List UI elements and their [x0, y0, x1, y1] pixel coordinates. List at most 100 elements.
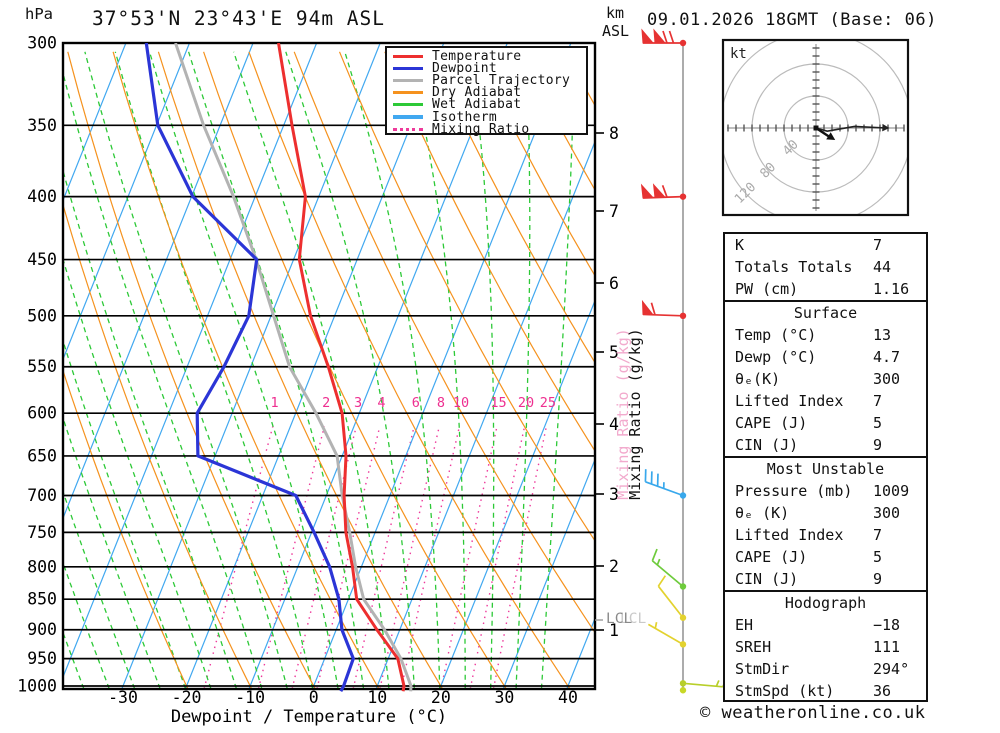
hodograph-ring-label: 40 — [780, 137, 802, 159]
legend-line-sample-dewpoint — [393, 66, 423, 70]
svg-text:5: 5 — [609, 343, 619, 362]
legend-item: Mixing Ratio — [393, 121, 586, 137]
stats-panel-surface: Surface Temp (°C) 13 Dewp (°C) 4.7 θₑ(K) 300 L… — [723, 300, 928, 458]
stat-value: 9 — [873, 570, 883, 588]
mixing-ratio-value-labels: 1 2 3 4 6 8 10 15 20 25 — [271, 395, 556, 411]
asl-axis-label: ASL — [602, 22, 630, 40]
stat-label: Temp (°C) — [735, 326, 817, 344]
temp-axis-title-g: Dewpoint / Temperature (°C) — [171, 707, 447, 727]
stats-panel-indices: K 7 Totals Totals 44 PW (cm) 1.16 — [723, 232, 928, 302]
stat-label: CAPE (J) — [735, 548, 808, 566]
stat-label: θₑ (K) — [735, 504, 790, 522]
legend-item: Dewpoint — [393, 60, 586, 77]
stat-row: EH −18 — [725, 614, 926, 636]
stat-value: −18 — [873, 616, 901, 634]
svg-text:7: 7 — [609, 202, 619, 221]
stat-label: Lifted Index — [735, 392, 844, 410]
svg-text:700: 700 — [27, 486, 57, 505]
mixing-ratio-axis-label: Mixing Ratio (g/kg) — [626, 328, 644, 500]
svg-text:6: 6 — [412, 395, 420, 411]
panel-title: Hodograph — [784, 594, 867, 612]
svg-text:20: 20 — [431, 688, 451, 707]
stat-value: 44 — [873, 258, 892, 276]
hodograph-unit-label: kt — [730, 46, 747, 62]
legend-line-sample-mixing-ratio — [393, 127, 423, 131]
wind-barb — [647, 621, 687, 648]
svg-text:3: 3 — [609, 485, 619, 504]
stat-row: StmDir 294° — [725, 658, 926, 680]
stats-panel-most-unstable: Most Unstable Pressure (mb) 1009 θₑ (K) 300… — [723, 456, 928, 592]
temperature-curve — [277, 43, 406, 692]
stat-row: Lifted Index 7 — [725, 524, 926, 546]
svg-text:4: 4 — [377, 395, 385, 411]
stat-value: 300 — [873, 504, 901, 522]
svg-text:900: 900 — [27, 620, 57, 639]
wind-barb — [679, 687, 687, 694]
stat-label: θₑ(K) — [735, 370, 781, 388]
stat-row: Totals Totals 44 — [725, 256, 926, 278]
stat-label: EH — [735, 616, 754, 634]
stat-row: Lifted Index 7 — [725, 390, 926, 412]
hodograph-frame — [721, 38, 910, 217]
legend-item: Temperature — [393, 48, 586, 64]
station-title: 37°53'N 23°43'E 94m ASL — [92, 7, 386, 30]
svg-text:550: 550 — [27, 357, 57, 376]
svg-text:1: 1 — [271, 395, 279, 411]
wind-barb — [641, 299, 687, 320]
dewpoint-curve — [144, 43, 355, 693]
svg-text:2: 2 — [322, 395, 330, 411]
wind-barb — [641, 28, 687, 47]
lcl-marker: LCL — [606, 611, 633, 627]
svg-text:750: 750 — [27, 523, 57, 542]
stat-value: 7 — [873, 392, 883, 410]
svg-text:3: 3 — [354, 395, 362, 411]
stats-rows: Temp (°C) 13 Dewp (°C) 4.7 θₑ(K) 300 Lifted In… — [725, 324, 926, 456]
pressure-axis-unit: hPa — [25, 5, 53, 23]
stat-row: StmSpd (kt) 36 — [725, 680, 926, 702]
legend-line-sample-parcel-trajectory — [393, 78, 423, 83]
watermark: © weatheronline.co.uk — [700, 703, 926, 723]
stat-label: Dewp (°C) — [735, 348, 817, 366]
stat-value: 4.7 — [873, 348, 901, 366]
sounding-curves — [144, 43, 413, 693]
stat-label: K — [735, 236, 745, 254]
legend-line-sample-dry-adiabat — [393, 91, 423, 95]
stat-value: 13 — [873, 326, 892, 344]
stat-label: StmSpd (kt) — [735, 682, 835, 700]
stat-label: StmDir — [735, 660, 790, 678]
stats-rows: EH −18 SREH 111 StmDir 294° StmSpd (kt) 36 — [725, 614, 926, 702]
legend-label: Wet Adiabat — [432, 96, 522, 113]
stat-label: Lifted Index — [735, 526, 844, 544]
svg-text:850: 850 — [27, 590, 57, 609]
stat-value: 300 — [873, 370, 901, 388]
svg-text:10: 10 — [453, 395, 469, 411]
svg-text:400: 400 — [27, 187, 57, 206]
legend-label: Isotherm — [432, 109, 498, 125]
stat-value: 1.16 — [873, 280, 910, 298]
legend-line-sample-temperature — [393, 54, 423, 58]
stat-row: SREH 111 — [725, 636, 926, 658]
svg-text:450: 450 — [27, 250, 57, 269]
svg-text:1: 1 — [609, 621, 619, 640]
stat-row: PW (cm) 1.16 — [725, 278, 926, 300]
stat-label: Totals Totals — [735, 258, 853, 276]
svg-text:1000: 1000 — [17, 677, 57, 696]
hodograph-trace — [815, 125, 887, 133]
wind-barb — [657, 575, 687, 621]
svg-text:350: 350 — [27, 116, 57, 135]
svg-text:8: 8 — [609, 124, 619, 143]
stat-row: Temp (°C) 13 — [725, 324, 926, 346]
svg-text:300: 300 — [27, 34, 57, 53]
legend-label: Dewpoint — [432, 60, 498, 77]
svg-text:15: 15 — [490, 395, 506, 411]
stats-rows: K 7 Totals Totals 44 PW (cm) 1.16 — [725, 234, 926, 300]
parcel-trajectory-curve — [174, 43, 413, 692]
stat-value: 36 — [873, 682, 892, 700]
stat-value: 7 — [873, 526, 883, 544]
pressure-tick-labels: 300 350 400 450 500 550 600 650 700 750 800 850 900 9… — [17, 34, 57, 696]
legend-item: Dry Adiabat — [393, 85, 586, 101]
run-datetime: 09.01.2026 18GMT (Base: 06) — [647, 10, 937, 30]
svg-text:8: 8 — [437, 395, 445, 411]
